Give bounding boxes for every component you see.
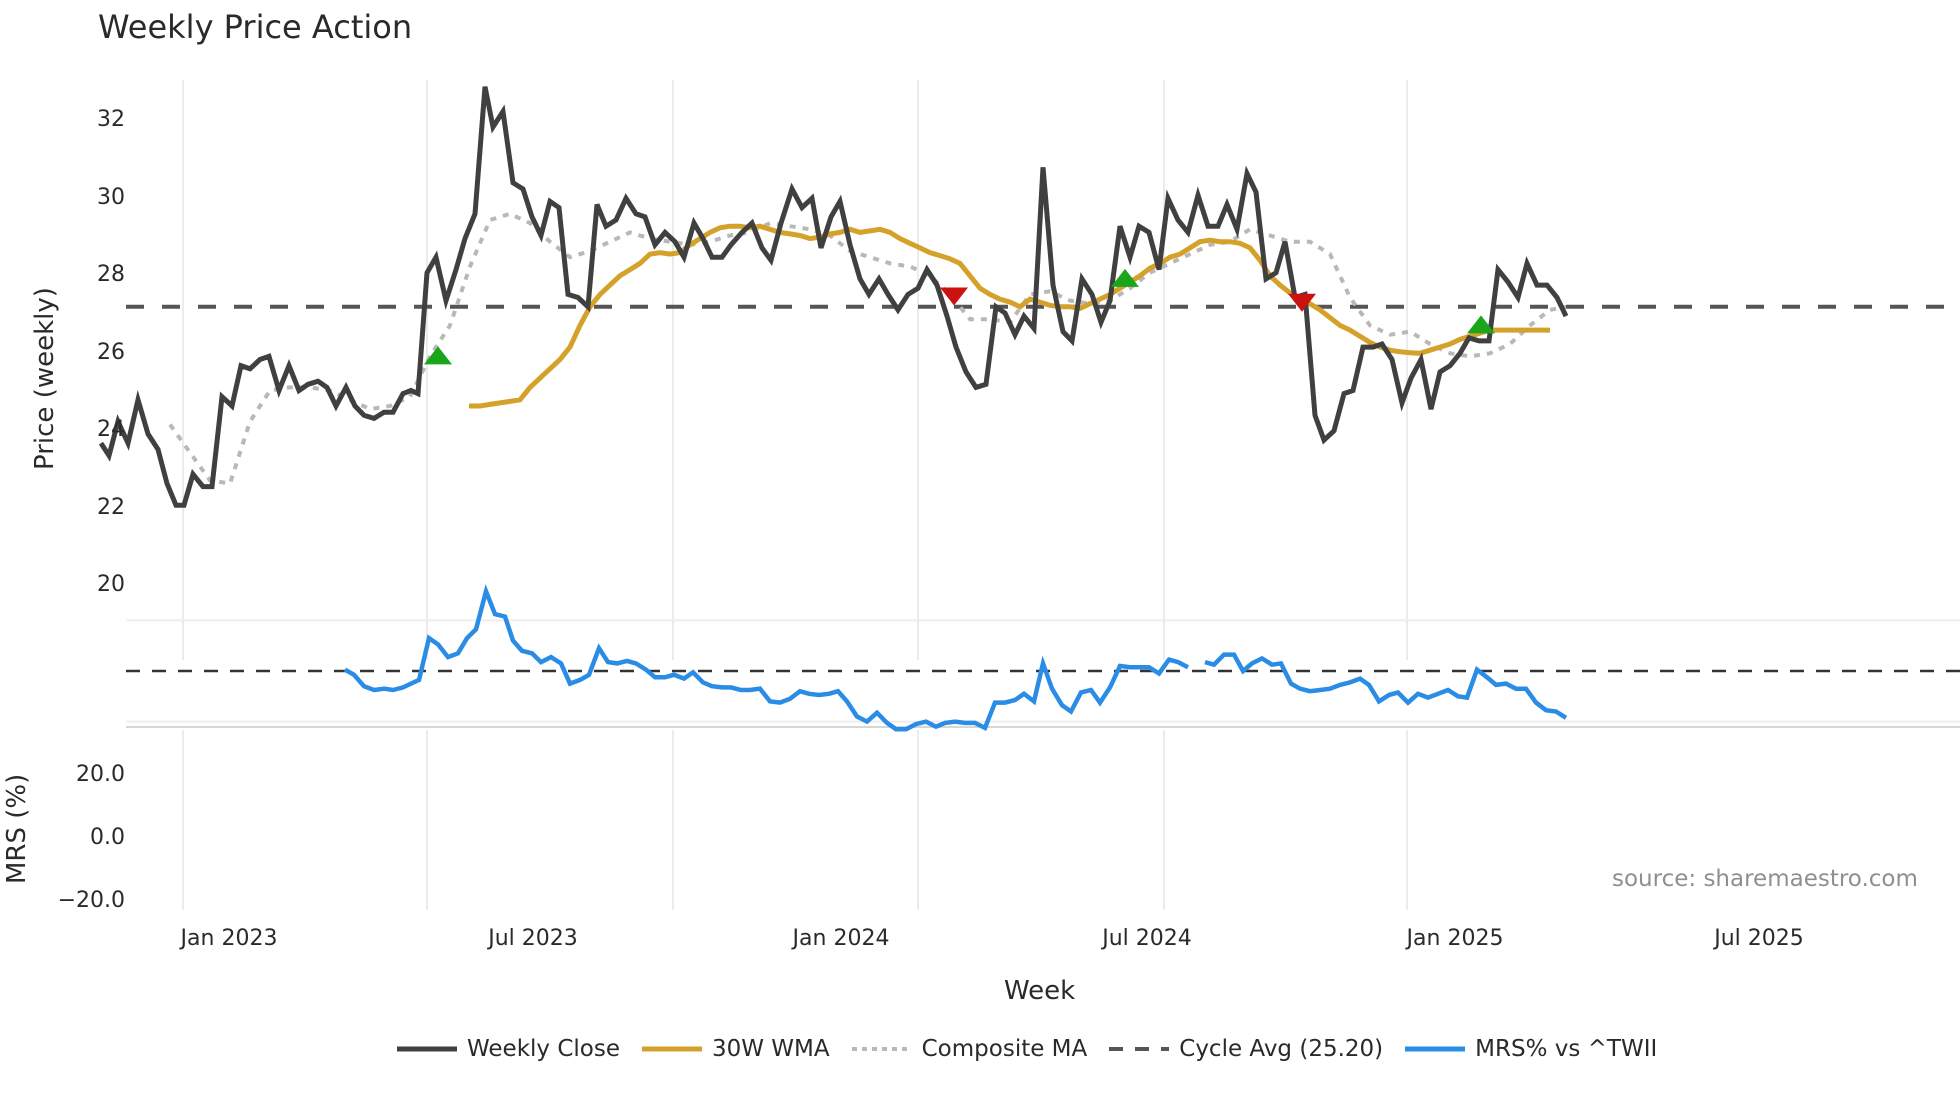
legend-item-cycle-avg[interactable]: Cycle Avg (25.20) xyxy=(1109,1036,1383,1062)
legend-item-wma[interactable]: 30W WMA xyxy=(641,1036,830,1062)
price-tick: 20 xyxy=(97,572,125,597)
legend-label: Composite MA xyxy=(921,1036,1088,1062)
legend-item-mrs[interactable]: MRS% vs ^TWII xyxy=(1405,1036,1657,1062)
price-tick: 26 xyxy=(97,340,125,365)
solid-line-swatch-icon xyxy=(1405,1046,1466,1052)
price-tick: 30 xyxy=(97,185,125,210)
x-tick: Jan 2023 xyxy=(180,926,278,951)
x-tick: Jul 2023 xyxy=(488,926,578,951)
dotted-line-swatch-icon xyxy=(851,1047,912,1051)
legend-item-weekly-close[interactable]: Weekly Close xyxy=(397,1036,620,1062)
signal-markers xyxy=(424,268,1495,365)
legend-label: 30W WMA xyxy=(711,1036,830,1062)
legend-label: Cycle Avg (25.20) xyxy=(1179,1036,1384,1062)
mrs-tick: 20.0 xyxy=(76,762,125,787)
legend-item-composite-ma[interactable]: Composite MA xyxy=(851,1036,1088,1062)
x-tick: Jan 2024 xyxy=(792,926,890,951)
mrs-horizontal-gridlines xyxy=(126,619,1960,723)
price-axis-label: Price (weekly) xyxy=(30,287,60,470)
price-tick: 22 xyxy=(97,495,125,520)
legend-label: Weekly Close xyxy=(467,1036,620,1062)
x-tick: Jul 2024 xyxy=(1102,926,1192,951)
solid-line-swatch-icon xyxy=(397,1046,457,1052)
mrs-axis-label: MRS (%) xyxy=(2,773,32,884)
x-tick: Jan 2025 xyxy=(1406,926,1504,951)
price-tick: 24 xyxy=(97,417,125,442)
solid-line-swatch-icon xyxy=(641,1046,702,1052)
mrs-line xyxy=(343,584,1568,732)
mrs-tick: −20.0 xyxy=(57,888,125,913)
dashed-line-swatch-icon xyxy=(1109,1047,1170,1051)
x-axis-label: Week xyxy=(1004,976,1076,1006)
weekly-close-line xyxy=(98,86,1569,508)
legend-label: MRS% vs ^TWII xyxy=(1475,1036,1658,1062)
price-tick: 32 xyxy=(97,107,125,132)
vertical-gridlines xyxy=(182,80,1408,910)
price-tick: 28 xyxy=(97,262,125,287)
legend: Weekly Close 30W WMA Composite MA Cycle … xyxy=(397,1036,1679,1062)
chart-title: Weekly Price Action xyxy=(98,8,413,46)
mrs-tick: 0.0 xyxy=(90,825,125,850)
composite-ma-line xyxy=(168,211,1567,486)
x-tick: Jul 2025 xyxy=(1714,926,1804,951)
wma-30w-line xyxy=(469,223,1550,409)
source-watermark: source: sharemaestro.com xyxy=(1612,866,1918,892)
